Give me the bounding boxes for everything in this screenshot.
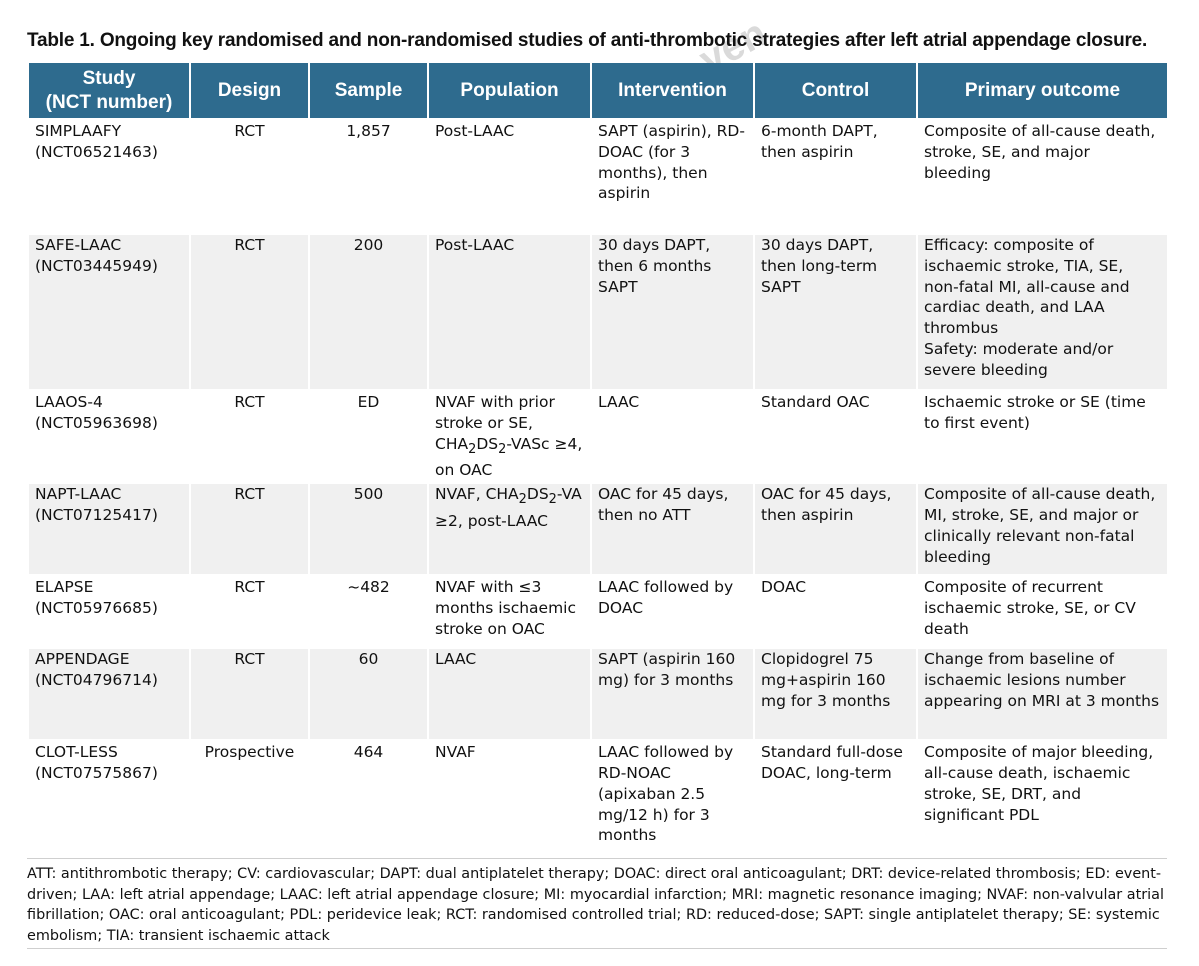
intervention-cell: OAC for 45 days, then no ATT [592,484,753,575]
design-cell: RCT [234,393,265,411]
studies-table: Study (NCT number) Design Sample Populat… [27,60,1169,851]
study-name: SIMPLAAFY [35,122,122,140]
sample-cell: 464 [353,743,384,762]
study-cell: LAAOS-4 (NCT05963698) [29,392,189,481]
study-cell: NAPT-LAAC (NCT07125417) [29,484,189,575]
table-caption: Table 1. Ongoing key randomised and non-… [27,30,1148,51]
study-name: CLOT-LESS [35,743,118,762]
population-text-a: NVAF with prior stroke or SE, CHA [435,393,555,453]
header-intervention: Intervention [592,63,753,118]
study-cell: SIMPLAAFY (NCT06521463) [29,121,189,232]
sample-cell: ED [357,393,380,411]
intervention-cell: LAAC followed by RD-NOAC (apixaban 2.5 m… [598,743,734,845]
control-cell: OAC for 45 days, then aspirin [755,484,916,575]
header-control: Control [755,63,916,118]
table-row: LAAOS-4 (NCT05963698) RCT ED NVAF with p… [29,392,1167,481]
sample-cell: 500 [310,484,427,575]
population-subscript: 2 [548,492,557,508]
study-nct: (NCT07575867) [35,764,158,783]
study-nct: (NCT05963698) [35,413,158,432]
study-cell: SAFE-LAAC (NCT03445949) [29,235,189,389]
table-row: ELAPSE (NCT05976685) RCT ~482 NVAF with … [29,577,1167,646]
population-cell: Post-LAAC [429,235,590,389]
sample-cell: 1,857 [346,122,391,140]
population-text-b: DS [526,485,549,504]
population-text-c: -VASc ≥4, on OAC [435,434,583,480]
table-footnote: ATT: antithrombotic therapy; CV: cardiov… [27,866,1164,944]
header-study-line2: (NCT number) [45,91,173,113]
sample-cell: 200 [310,235,427,389]
header-study: Study (NCT number) [29,63,189,118]
population-cell: NVAF with ≤3 months ischaemic stroke on … [435,578,576,638]
outcome-cell: Ischaemic stroke or SE (time to first ev… [924,393,1146,432]
footnote-bottom-rule [27,948,1167,949]
population-subscript: 2 [498,441,507,457]
control-cell: DOAC [761,578,807,597]
design-cell: RCT [234,122,265,140]
header-sample: Sample [310,63,427,118]
population-subscript: 2 [518,492,527,508]
table-row: NAPT-LAAC (NCT07125417) RCT 500 NVAF, CH… [29,484,1167,575]
control-cell: Clopidogrel 75 mg+aspirin 160 mg for 3 m… [755,649,916,740]
study-cell: ELAPSE (NCT05976685) [29,577,189,646]
study-name: APPENDAGE [35,650,130,669]
header-study-line1: Study [82,67,136,89]
sample-cell: 60 [310,649,427,740]
header-population: Population [429,63,590,118]
sample-cell: ~482 [347,578,390,597]
outcome-efficacy: Efficacy: composite of ischaemic stroke,… [924,236,1130,338]
table-row: SIMPLAAFY (NCT06521463) RCT 1,857 Post-L… [29,121,1167,232]
population-subscript: 2 [468,441,477,457]
intervention-cell: SAPT (aspirin 160 mg) for 3 months [592,649,753,740]
study-nct: (NCT07125417) [35,506,158,525]
intervention-cell: 30 days DAPT, then 6 months SAPT [592,235,753,389]
control-cell: 30 days DAPT, then long-term SAPT [755,235,916,389]
population-text-b: DS [476,434,499,453]
outcome-cell: Composite of all-cause death, stroke, SE… [924,122,1156,182]
header-row: Study (NCT number) Design Sample Populat… [29,63,1167,118]
population-cell: Post-LAAC [435,122,515,140]
population-cell: NVAF [435,743,476,762]
study-nct: (NCT04796714) [35,671,158,690]
study-nct: (NCT03445949) [35,256,158,275]
header-design: Design [191,63,308,118]
outcome-cell: Composite of major bleeding, all-cause d… [924,743,1154,824]
study-nct: (NCT05976685) [35,599,158,618]
outcome-cell: Change from baseline of ischaemic lesion… [918,649,1167,740]
population-text-c: -VA ≥2, post-LAAC [435,485,582,531]
study-name: NAPT-LAAC [35,485,122,504]
population-text-a: NVAF, CHA [435,485,519,504]
study-name: LAAOS-4 [35,393,103,411]
table-row: SAFE-LAAC (NCT03445949) RCT 200 Post-LAA… [29,235,1167,389]
control-cell: Standard OAC [761,393,870,411]
study-nct: (NCT06521463) [35,142,158,161]
control-cell: 6-month DAPT, then aspirin [761,122,878,161]
design-cell: RCT [191,649,308,740]
intervention-cell: LAAC [598,393,640,411]
table-row: APPENDAGE (NCT04796714) RCT 60 LAAC SAPT… [29,649,1167,740]
population-cell: NVAF with prior stroke or SE, CHA2DS2-VA… [429,392,590,481]
population-cell: LAAC [429,649,590,740]
outcome-cell: Efficacy: composite of ischaemic stroke,… [918,235,1167,389]
population-cell: NVAF, CHA2DS2-VA ≥2, post-LAAC [429,484,590,575]
design-cell: RCT [191,235,308,389]
control-cell: Standard full-dose DOAC, long-term [761,743,903,783]
study-cell: CLOT-LESS (NCT07575867) [29,742,189,848]
outcome-cell: Composite of recurrent ischaemic stroke,… [924,578,1136,638]
outcome-safety: Safety: moderate and/or severe bleeding [924,339,1114,379]
study-cell: APPENDAGE (NCT04796714) [29,649,189,740]
design-cell: RCT [191,484,308,575]
header-primary-outcome: Primary outcome [918,63,1167,118]
footnote-top-rule [27,858,1167,859]
study-name: SAFE-LAAC [35,236,122,254]
design-cell: Prospective [204,743,295,762]
design-cell: RCT [234,578,265,597]
table-row: CLOT-LESS (NCT07575867) Prospective 464 … [29,742,1167,848]
outcome-cell: Composite of all-cause death, MI, stroke… [918,484,1167,575]
study-name: ELAPSE [35,578,94,597]
intervention-cell: LAAC followed by DOAC [598,578,734,618]
intervention-cell: SAPT (aspirin), RD-DOAC (for 3 months), … [598,122,745,203]
